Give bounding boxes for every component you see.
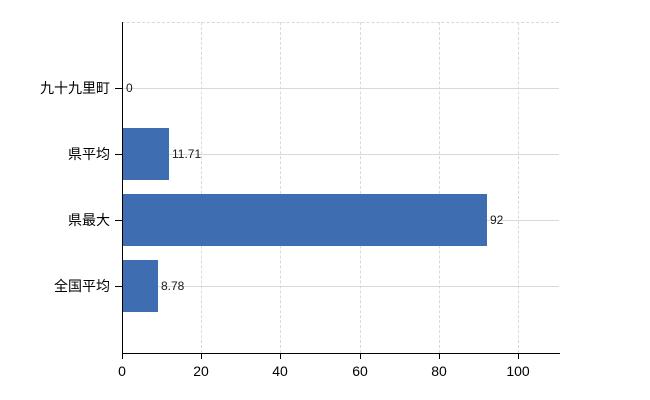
x-axis-tick-label: 0 (118, 363, 126, 379)
category-gridline (122, 286, 559, 287)
bar (123, 260, 158, 312)
bar (123, 194, 487, 246)
x-axis-tick (518, 354, 519, 359)
plot-top-gridline (122, 22, 559, 23)
y-axis-tick (115, 220, 122, 221)
y-axis-tick (115, 88, 122, 89)
x-axis-tick-label: 20 (193, 363, 209, 379)
vertical-gridline (360, 22, 361, 353)
x-axis-tick-label: 100 (506, 363, 530, 379)
vertical-gridline (518, 22, 519, 353)
vertical-gridline (280, 22, 281, 353)
bar-value-label: 8.78 (161, 279, 185, 293)
category-gridline (122, 154, 559, 155)
bar-value-label: 11.71 (172, 147, 202, 161)
x-axis-tick-label: 60 (352, 363, 368, 379)
x-axis-line (122, 353, 560, 354)
vertical-gridline (201, 22, 202, 353)
vertical-gridline (439, 22, 440, 353)
category-label: 県平均 (68, 146, 110, 162)
category-label: 全国平均 (54, 278, 110, 294)
x-axis-tick (201, 354, 202, 359)
x-axis-tick (439, 354, 440, 359)
y-axis-line (122, 22, 123, 353)
category-gridline (122, 88, 559, 89)
category-label: 九十九里町 (40, 80, 110, 96)
bar (123, 128, 169, 180)
category-label: 県最大 (68, 212, 110, 228)
bar-value-label: 0 (126, 81, 133, 95)
y-axis-tick (115, 286, 122, 287)
x-axis-tick (280, 354, 281, 359)
x-axis-tick (360, 354, 361, 359)
y-axis-tick (115, 154, 122, 155)
bar-value-label: 92 (490, 213, 504, 227)
x-axis-tick (122, 354, 123, 359)
x-axis-tick-label: 80 (431, 363, 447, 379)
x-axis-tick-label: 40 (272, 363, 288, 379)
